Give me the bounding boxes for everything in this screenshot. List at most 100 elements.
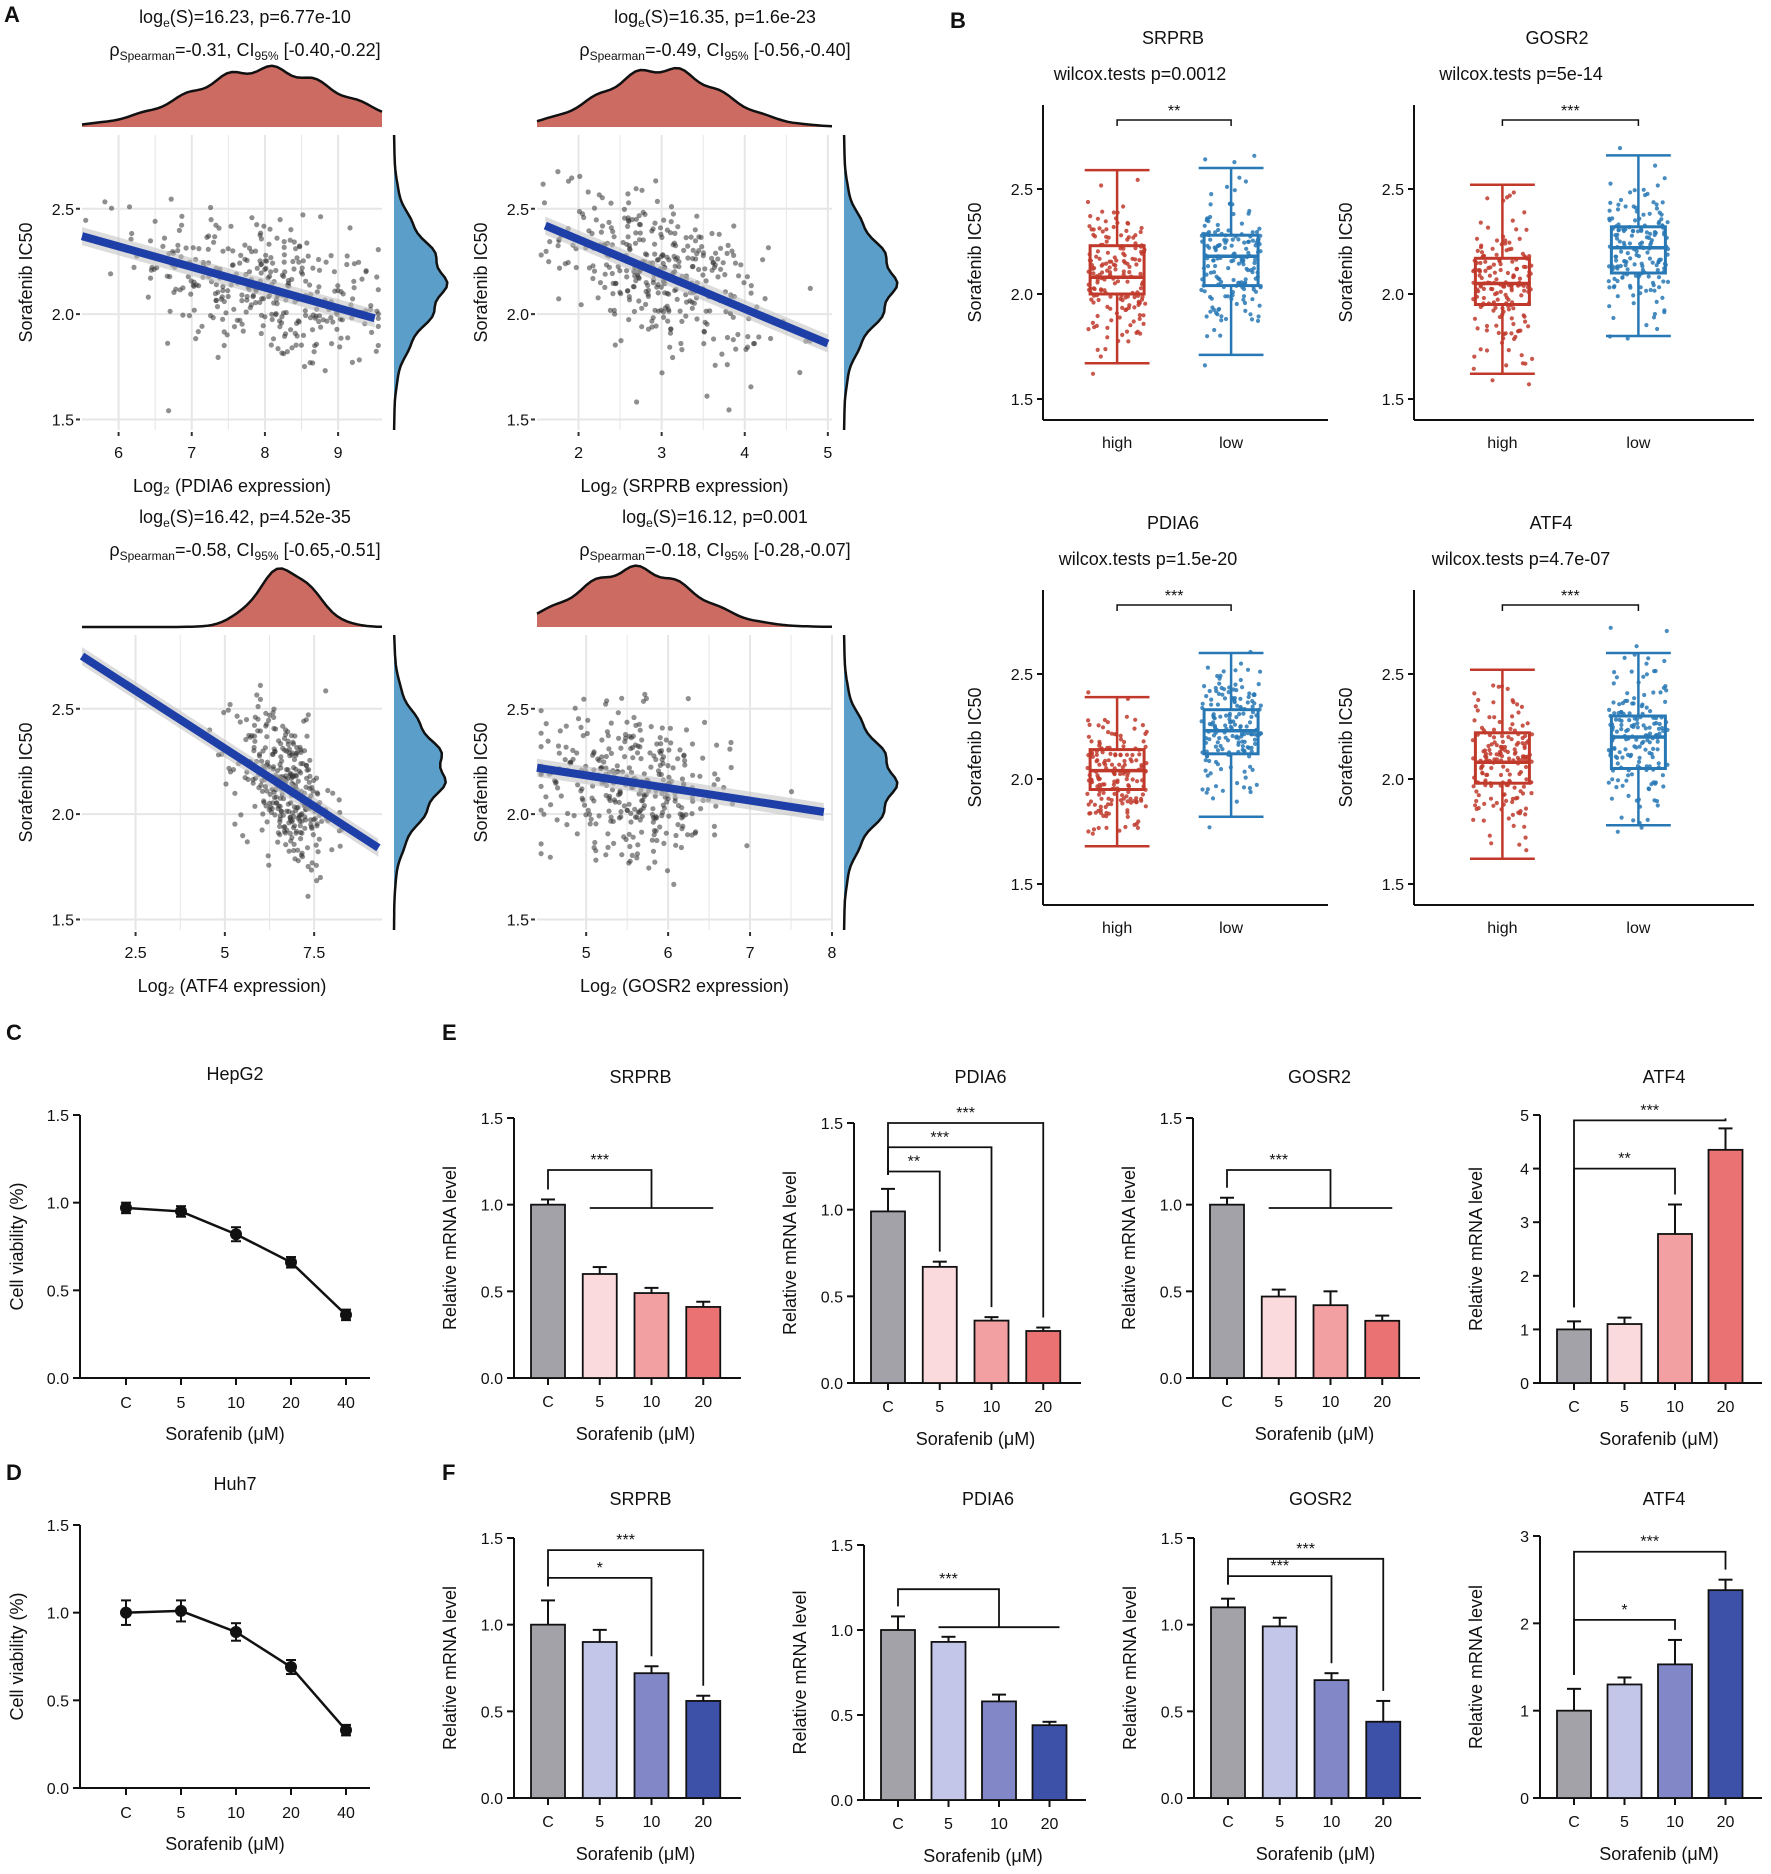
data-point xyxy=(313,775,320,781)
data-point xyxy=(621,206,628,212)
data-point xyxy=(748,283,754,289)
data-point xyxy=(622,731,629,738)
jitter-point xyxy=(1662,176,1667,181)
x-axis-label: Sorafenib (μM) xyxy=(1599,1844,1718,1864)
jitter-point xyxy=(1487,273,1492,278)
jitter-point xyxy=(1127,264,1132,269)
jitter-point xyxy=(1623,263,1628,268)
jitter-point xyxy=(1488,796,1494,801)
data-point xyxy=(286,750,292,756)
data-point xyxy=(689,741,696,747)
data-point xyxy=(287,817,293,823)
data-point xyxy=(707,308,713,314)
jitter-point xyxy=(1471,366,1476,371)
jitter-point xyxy=(1494,743,1499,748)
jitter-point xyxy=(1090,320,1095,325)
jitter-point xyxy=(1607,707,1612,713)
jitter-point xyxy=(1215,222,1220,228)
data-point xyxy=(679,815,685,821)
jitter-point xyxy=(1202,289,1207,294)
jitter-point xyxy=(1507,240,1512,245)
jitter-point xyxy=(1514,742,1519,747)
y-tick-label: 1 xyxy=(1520,1704,1529,1721)
jitter-point xyxy=(1509,331,1514,336)
data-point xyxy=(237,317,243,323)
jitter-point xyxy=(1097,256,1102,261)
data-point xyxy=(668,326,674,332)
jitter-point xyxy=(1501,764,1506,769)
data-point xyxy=(607,307,614,313)
jitter-point xyxy=(1246,239,1251,244)
stat-line-1: loge(S)=16.35, p=1.6e-23 xyxy=(614,7,816,30)
jitter-point xyxy=(1616,202,1621,207)
jitter-point xyxy=(1505,270,1510,276)
jitter-point xyxy=(1639,227,1644,232)
data-point xyxy=(608,200,614,206)
jitter-point xyxy=(1200,787,1205,792)
jitter-point xyxy=(1139,297,1145,302)
y-tick-label: 1.0 xyxy=(481,1618,503,1635)
jitter-point xyxy=(1490,378,1495,383)
data-point xyxy=(301,363,308,370)
jitter-point xyxy=(1484,772,1489,778)
jitter-point xyxy=(1219,279,1224,285)
data-point xyxy=(668,740,674,746)
data-point xyxy=(580,733,586,739)
data-point xyxy=(310,265,316,271)
data-point xyxy=(666,813,672,819)
data-point xyxy=(675,224,681,230)
data-point xyxy=(608,720,614,726)
data-point xyxy=(675,822,681,828)
data-point xyxy=(663,830,669,836)
jitter-point xyxy=(1207,758,1212,764)
x-tick-label: high xyxy=(1487,920,1517,937)
jitter-point xyxy=(1483,751,1489,757)
jitter-point xyxy=(1654,206,1659,211)
jitter-point xyxy=(1477,273,1482,278)
x-tick-label: 8 xyxy=(828,945,837,962)
jitter-point xyxy=(1612,276,1617,281)
jitter-point xyxy=(1613,754,1618,759)
data-point xyxy=(652,251,658,257)
data-point xyxy=(692,227,698,233)
jitter-point xyxy=(1494,252,1499,257)
data-point xyxy=(375,323,381,329)
data-point xyxy=(375,315,381,321)
jitter-point xyxy=(1090,831,1095,836)
data-point xyxy=(305,712,311,718)
data-point xyxy=(554,817,560,823)
jitter-point xyxy=(1222,237,1227,243)
data-point xyxy=(555,243,561,249)
jitter-point xyxy=(1207,825,1212,830)
jitter-point xyxy=(1523,764,1529,770)
data-point xyxy=(331,269,337,275)
data-point xyxy=(543,794,549,800)
data-point xyxy=(269,751,275,757)
data-point xyxy=(258,270,264,276)
jitter-point xyxy=(1137,313,1142,318)
data-point xyxy=(294,255,300,261)
jitter-point xyxy=(1647,725,1652,730)
jitter-point xyxy=(1615,761,1620,766)
jitter-point xyxy=(1510,799,1515,805)
x-tick-label: high xyxy=(1487,435,1517,452)
bar-20 xyxy=(1025,1330,1062,1384)
data-point xyxy=(368,303,374,309)
jitter-point xyxy=(1639,261,1644,266)
y-tick-label: 2.0 xyxy=(1382,772,1404,789)
data-point xyxy=(293,752,299,758)
data-point xyxy=(602,284,608,290)
y-tick-label: 0.5 xyxy=(1161,1704,1183,1721)
jitter-point xyxy=(1658,690,1663,695)
data-point xyxy=(614,763,620,769)
data-point xyxy=(278,765,284,771)
data-point xyxy=(649,324,655,330)
data-point xyxy=(709,230,715,237)
data-point xyxy=(625,223,631,229)
data-point xyxy=(220,283,226,290)
jitter-point xyxy=(1623,747,1628,752)
bar-20 xyxy=(1031,1724,1068,1801)
jitter-point xyxy=(1634,745,1639,750)
data-point xyxy=(281,239,287,245)
data-point xyxy=(625,191,631,197)
